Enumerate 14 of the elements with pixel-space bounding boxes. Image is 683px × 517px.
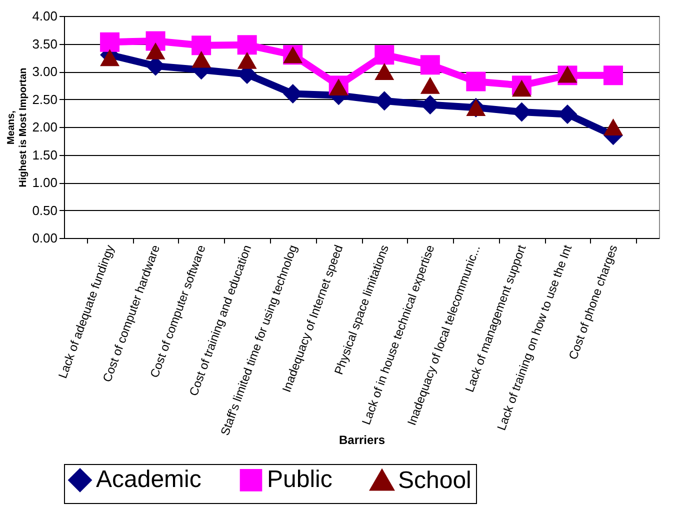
legend-label: Academic (96, 466, 202, 494)
legend-label: Public (267, 466, 332, 494)
y-tick-label: 1.00 (32, 175, 58, 190)
x-axis-title: Barriers (338, 432, 386, 447)
y-tick-label: 0.00 (32, 230, 58, 246)
legend-label: School (398, 466, 472, 494)
y-tick-label: 2.00 (32, 120, 58, 134)
y-tick-label: 4.00 (32, 8, 58, 24)
y-tick-label: 0.50 (32, 202, 58, 218)
y-axis-title: Means, Highest is Most Importan (6, 68, 30, 188)
y-tick-label: 1.50 (32, 147, 58, 162)
y-tick-label: 2.50 (32, 92, 58, 107)
y-tick-label: 3.00 (32, 64, 58, 79)
y-tick-label: 3.50 (32, 36, 58, 52)
